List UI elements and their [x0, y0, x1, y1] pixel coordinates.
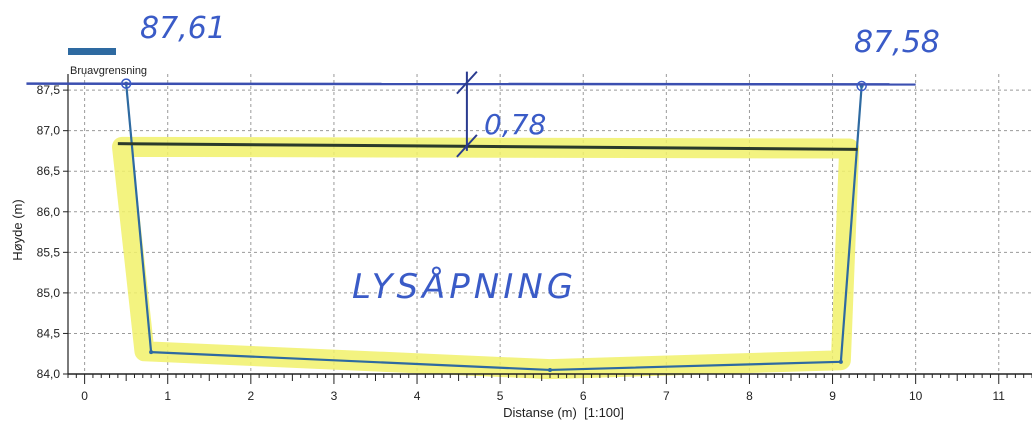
- clearance-note: 0,78: [484, 108, 546, 141]
- series-point: [149, 350, 154, 355]
- x-tick-label: 2: [247, 389, 254, 403]
- legend-label: Bruavgrensning: [70, 65, 147, 77]
- right-corner-mark: [856, 80, 867, 92]
- series-point: [548, 367, 552, 372]
- y-tick-label: 86,0: [37, 205, 61, 219]
- x-axis-title: Distanse (m): [503, 405, 577, 420]
- top-reference-line: [26, 82, 916, 86]
- y-tick-label: 84,0: [37, 367, 61, 381]
- y-tick-label: 87,0: [37, 124, 61, 138]
- y-tick-label: 86,5: [37, 164, 61, 178]
- x-tick-label: 5: [497, 389, 504, 403]
- x-tick-label: 0: [81, 389, 88, 403]
- x-tick-label: 11: [993, 389, 1006, 403]
- x-tick-label: 3: [331, 389, 338, 403]
- y-axis-title: Høyde (m): [10, 199, 25, 260]
- x-tick-label: 1: [164, 389, 171, 403]
- scale-label: [1:100]: [584, 405, 624, 420]
- x-tick-label: 7: [663, 389, 670, 403]
- deck-line: [117, 142, 858, 151]
- clearance-tick-top: [456, 70, 478, 95]
- x-tick-label: 6: [580, 389, 587, 403]
- right-elevation-note: 87,58: [854, 25, 940, 60]
- y-tick-label: 85,5: [37, 245, 61, 259]
- left-elevation-note: 87,61: [140, 11, 226, 46]
- opening-label: LYSÅPNING: [352, 266, 577, 307]
- x-tick-label: 10: [909, 389, 923, 403]
- y-tick-label: 85,0: [37, 286, 61, 300]
- legend-swatch: [68, 48, 116, 55]
- x-tick-label: 4: [414, 389, 421, 403]
- y-tick-label: 84,5: [37, 326, 61, 340]
- y-tick-label: 87,5: [37, 83, 61, 97]
- x-tick-label: 8: [746, 389, 753, 403]
- clearance-tick-bottom: [456, 134, 478, 158]
- axes: 0 1 2 3 4 5 6 7 8 9 10 11 84,0 84,5 85,0 85,5 86,0 86,5 87…: [37, 74, 1032, 403]
- left-corner-mark: [120, 78, 132, 89]
- x-tick-label: 9: [829, 389, 836, 403]
- series-point: [838, 359, 843, 364]
- annotation-layer: [26, 70, 916, 158]
